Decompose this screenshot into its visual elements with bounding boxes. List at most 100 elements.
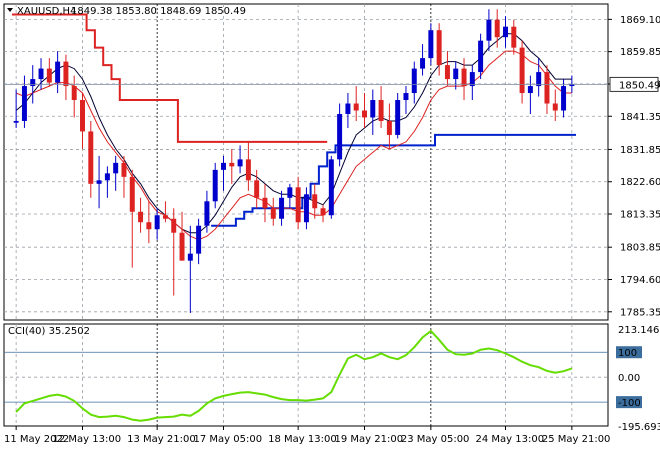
time-tick-label: 23 May 05:00: [401, 434, 470, 445]
channel-upper-line: [12, 13, 328, 143]
candle-body: [88, 131, 94, 184]
candle-body: [162, 215, 168, 219]
candle-body: [71, 86, 77, 101]
candle-body: [38, 68, 44, 80]
candle-body: [237, 159, 243, 167]
cci-level-label: 213.1468: [618, 325, 660, 336]
candle-body: [552, 103, 558, 111]
candle-body: [46, 68, 52, 83]
candle-body: [312, 194, 318, 209]
candle-body: [511, 26, 517, 48]
candle-body: [279, 197, 285, 219]
candle-body: [370, 100, 376, 118]
candle-body: [303, 194, 309, 223]
candle-body: [461, 68, 467, 87]
candle-body: [121, 162, 127, 177]
candle-body: [561, 86, 567, 111]
cci-marks: [15, 329, 573, 422]
price-panel-frame: [3, 3, 609, 321]
candle-body: [287, 187, 293, 198]
time-tick-label: 12 May 13:00: [53, 434, 122, 445]
candle-body: [378, 100, 384, 121]
candle-body: [221, 162, 226, 170]
candle-body: [245, 159, 251, 181]
current-price-box: [609, 76, 659, 92]
cci-panel-frame: [3, 323, 609, 427]
collapse-triangle-icon[interactable]: [7, 8, 13, 12]
candle-body: [204, 201, 210, 226]
candle-body: [453, 68, 459, 80]
price-tick-label: 1841.35: [620, 112, 660, 123]
candle-body: [187, 253, 193, 261]
candle-body: [129, 176, 135, 212]
candle-body: [345, 103, 351, 114]
candle-body: [146, 222, 152, 230]
time-tick-label: 18 May 13:00: [268, 434, 337, 445]
candle-body: [469, 72, 475, 87]
candle-body: [13, 120, 19, 123]
price-tick-label: 1813.35: [620, 210, 660, 221]
price-tick-label: 1822.60: [620, 177, 660, 188]
candle-body: [96, 180, 102, 184]
time-tick-label: 25 May 21:00: [542, 434, 611, 445]
cci-level-label: 100: [618, 348, 637, 359]
cci-line: [15, 329, 573, 422]
candle-body: [63, 61, 69, 87]
time-tick-label: 17 May 05:00: [194, 434, 263, 445]
price-tick-label: 1869.10: [620, 15, 660, 26]
candle-body: [536, 72, 542, 87]
candle-body: [519, 47, 525, 94]
price-tick-label: 1803.85: [620, 243, 660, 254]
candle-body: [486, 19, 492, 41]
candle-body: [295, 187, 301, 223]
price-tick-label: 1785.35: [620, 307, 660, 318]
candle-body: [196, 225, 202, 254]
ma-fast-line: [15, 50, 572, 241]
candle-body: [420, 58, 426, 69]
cci-level-label: 0.00: [618, 373, 640, 384]
candle-body: [270, 208, 276, 219]
candle-body: [337, 113, 343, 160]
candle-body: [104, 173, 110, 181]
time-tick-label: 19 May 21:00: [335, 434, 404, 445]
candle-body: [386, 120, 392, 135]
price-tick-label: 1859.85: [620, 47, 660, 58]
candle-body: [21, 86, 27, 121]
ohlc-readout: 1849.38 1853.80 1848.69 1850.49: [71, 6, 246, 17]
price-tick-label: 1831.85: [620, 145, 660, 156]
candle-body: [544, 72, 550, 104]
symbol-label: XAUUSD,H4: [17, 6, 76, 17]
candle-body: [503, 26, 508, 38]
candle-body: [444, 65, 450, 80]
candle-body: [229, 162, 235, 167]
candle-body: [254, 180, 260, 198]
candle-body: [212, 169, 218, 202]
price-tick-label: 1794.60: [620, 275, 660, 286]
candle-body: [328, 159, 334, 216]
cci-level-label: -195.6935: [618, 422, 660, 433]
candle-body: [154, 215, 160, 230]
candle-body: [478, 40, 484, 73]
price-marks: [4, 9, 608, 314]
candle-body: [362, 110, 367, 118]
cci-title: CCI(40) 35.2502: [8, 326, 90, 337]
channel-lower-line: [211, 133, 576, 227]
grid: [4, 4, 612, 430]
current-price-label: 1850.49: [619, 80, 660, 91]
candle-body: [138, 211, 144, 223]
cci-level-box: [616, 396, 642, 409]
candle-body: [113, 162, 119, 174]
cci-level-label: -100: [618, 398, 641, 409]
candle-body: [411, 68, 417, 94]
axis-labels: 1869.101859.851850.601841.351831.851822.…: [4, 15, 660, 445]
cci-level-box: [616, 346, 642, 359]
candle-body: [527, 86, 533, 94]
candle-body: [171, 218, 177, 233]
candle-body: [80, 100, 85, 132]
candle-body: [494, 19, 500, 38]
candle-body: [262, 197, 268, 209]
time-tick-label: 11 May 2022: [4, 434, 69, 445]
candle-body: [55, 61, 61, 83]
candle-body: [353, 103, 359, 111]
